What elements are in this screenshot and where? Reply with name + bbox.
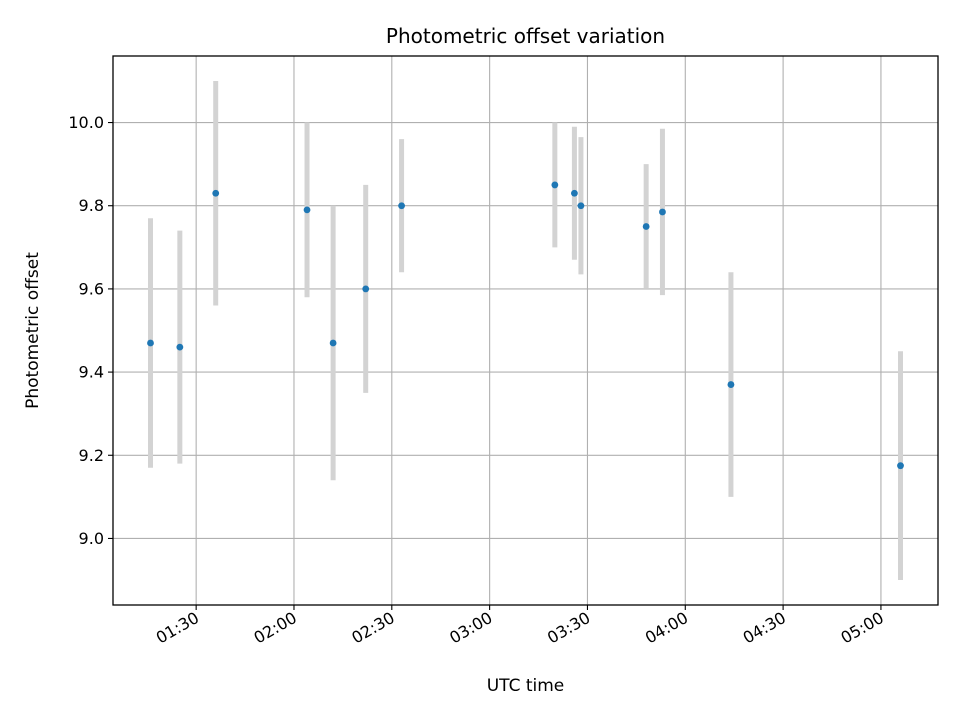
data-point	[362, 285, 370, 293]
x-tick-label: 02:00	[251, 608, 300, 648]
data-point	[659, 208, 666, 216]
x-axis-label: UTC time	[487, 676, 565, 696]
x-tick-label: 02:30	[348, 608, 397, 648]
data-points	[147, 181, 904, 470]
y-tick-label: 9.8	[79, 196, 104, 215]
data-point	[571, 189, 578, 197]
data-point	[329, 339, 337, 347]
data-point	[212, 189, 220, 197]
data-point	[642, 223, 650, 230]
x-tick-label: 03:30	[544, 608, 593, 648]
x-tick-label: 03:00	[446, 608, 495, 648]
data-point	[147, 339, 154, 347]
y-tick-label: 10.0	[68, 113, 104, 132]
y-tick-label: 9.2	[79, 446, 104, 465]
x-tick-label: 04:30	[740, 608, 789, 648]
data-point	[727, 381, 735, 388]
grid	[113, 56, 938, 605]
data-point	[897, 462, 904, 470]
y-axis-label: Photometric offset	[23, 252, 43, 409]
x-tick-label: 01:30	[153, 608, 202, 648]
data-point	[551, 181, 559, 189]
plot-frame	[112, 55, 939, 606]
y-tick-label: 9.6	[79, 279, 104, 298]
data-point	[577, 202, 585, 210]
error-bars	[148, 80, 903, 581]
y-tick-label: 9.0	[79, 529, 104, 548]
chart-title: Photometric offset variation	[386, 24, 665, 48]
data-point	[398, 202, 405, 210]
y-tick-label: 9.4	[79, 363, 104, 382]
data-point	[303, 206, 311, 214]
y-axis: 9.0 9.2 9.4 9.6 9.8 10.0	[68, 113, 113, 548]
data-point	[176, 343, 184, 351]
x-axis: 01:30 02:00 02:30 03:00 03:30 04:00 04:30 05:00	[153, 605, 887, 648]
x-tick-label: 05:00	[838, 608, 887, 648]
x-tick-label: 04:00	[642, 608, 691, 648]
